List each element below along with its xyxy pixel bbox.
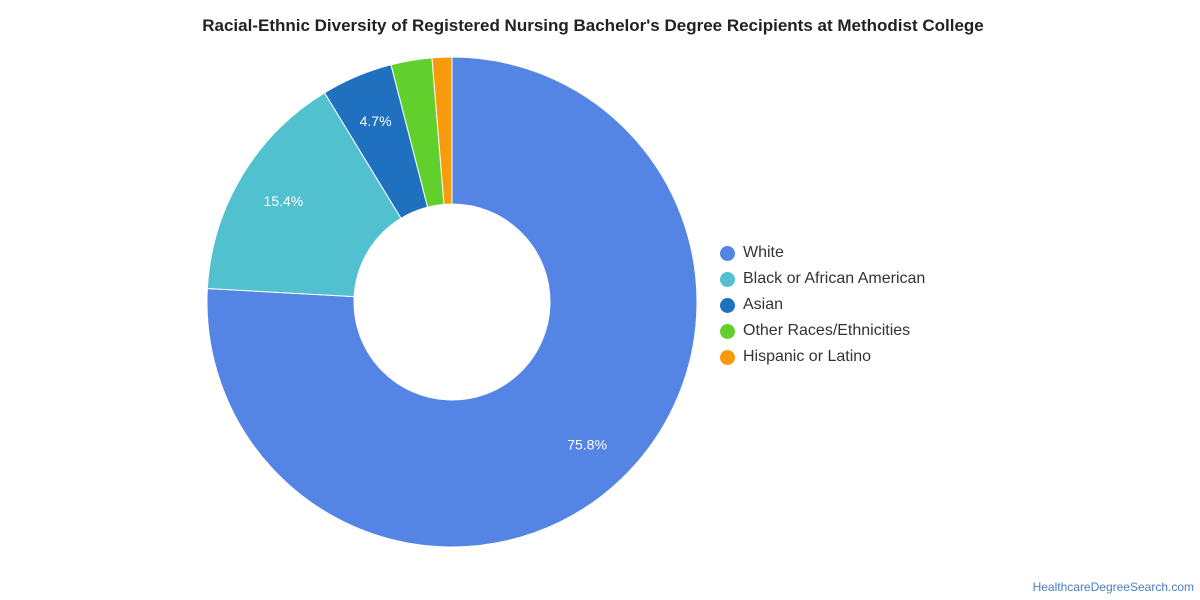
- slice-labels-group: 75.8% 15.4% 4.7%: [264, 113, 607, 453]
- slice-black-or-african-american: [206, 92, 402, 298]
- legend-item-black-or-african-american[interactable]: Black or African American: [720, 266, 925, 292]
- watermark-link[interactable]: HealthcareDegreeSearch.com: [1032, 580, 1194, 594]
- legend: White Black or African American Asian Other…: [720, 240, 925, 370]
- legend-label: White: [743, 244, 784, 261]
- legend-item-hispanic-or-latino[interactable]: Hispanic or Latino: [720, 344, 925, 370]
- legend-label: Other Races/Ethnicities: [743, 322, 911, 339]
- slice-hispanic-or-latino: [431, 56, 453, 205]
- slice-label-black-or-african-american: 15.4%: [264, 193, 304, 209]
- legend-swatch-icon: [720, 323, 735, 339]
- legend-swatch-icon: [720, 297, 735, 313]
- slice-label-asian: 4.7%: [360, 113, 392, 129]
- legend-item-white[interactable]: White: [720, 240, 925, 266]
- slice-white: [206, 56, 698, 548]
- legend-item-other-races-ethnicities[interactable]: Other Races/Ethnicities: [720, 318, 925, 344]
- legend-swatch-icon: [720, 349, 735, 365]
- legend-label: Hispanic or Latino: [743, 348, 872, 365]
- legend-swatch-icon: [720, 245, 735, 261]
- legend-item-asian[interactable]: Asian: [720, 292, 925, 318]
- legend-swatch-icon: [720, 271, 735, 287]
- legend-label: Black or African American: [743, 270, 926, 287]
- legend-label: Asian: [743, 296, 784, 313]
- chart-title: Racial-Ethnic Diversity of Registered Nu…: [202, 16, 984, 35]
- slice-label-white: 75.8%: [567, 437, 607, 453]
- slices-group: [206, 56, 698, 548]
